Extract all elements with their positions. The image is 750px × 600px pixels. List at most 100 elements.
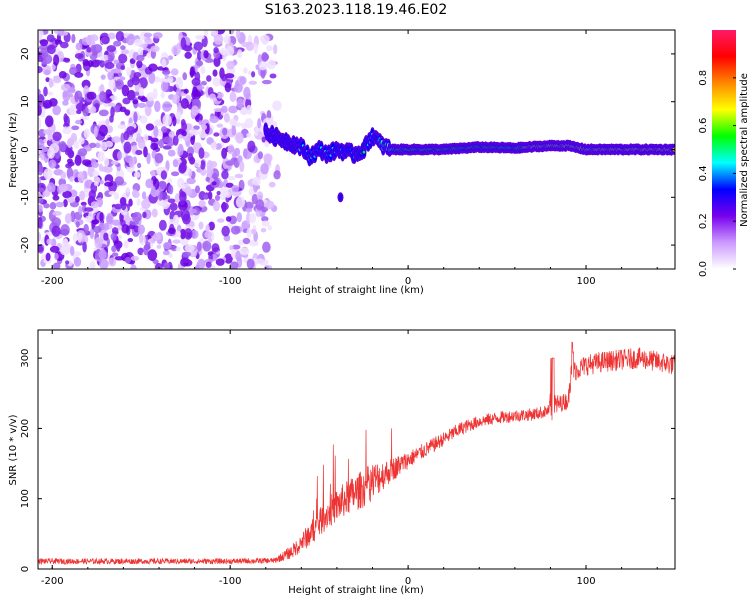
noise-cell: [74, 196, 80, 203]
noise-cell: [191, 77, 201, 86]
noise-cell: [151, 208, 158, 218]
noise-cell: [52, 195, 60, 201]
noise-cell: [194, 159, 202, 168]
noise-cell: [48, 77, 54, 88]
noise-cell: [107, 102, 116, 107]
noise-cell: [92, 170, 100, 177]
noise-cell: [221, 73, 227, 82]
noise-cell: [110, 106, 115, 118]
noise-cell: [229, 261, 239, 269]
noise-cell: [132, 211, 142, 222]
noise-cell: [268, 181, 276, 188]
noise-cell: [162, 101, 172, 112]
noise-cell: [51, 217, 62, 228]
noise-cell: [195, 262, 200, 269]
noise-cell: [74, 53, 84, 60]
noise-cell: [120, 199, 127, 211]
noise-cell: [212, 200, 220, 212]
noise-cell: [111, 245, 117, 253]
noise-cell: [146, 92, 155, 102]
noise-cell: [220, 202, 229, 211]
noise-cell: [153, 232, 162, 241]
noise-cell: [236, 98, 244, 109]
noise-cell: [75, 42, 83, 51]
colorbar-tick-label: 0.0: [698, 261, 709, 277]
noise-cell: [123, 141, 132, 154]
noise-cell: [237, 239, 244, 246]
noise-cell: [163, 136, 173, 144]
noise-cell: [103, 222, 110, 231]
noise-cell: [225, 160, 235, 166]
noise-cell: [223, 35, 231, 44]
noise-cell: [43, 86, 48, 97]
noise-cell: [132, 99, 139, 105]
noise-cell: [181, 258, 190, 264]
noise-cell: [77, 148, 88, 157]
colorbar-tick-label: 0.4: [698, 165, 709, 181]
noise-cell: [211, 181, 217, 186]
noise-cell: [65, 163, 72, 169]
noise-cell: [38, 245, 44, 253]
noise-cell: [200, 65, 206, 75]
snr-x-ticks: -200 -100 0 100: [41, 330, 658, 587]
noise-cell: [111, 219, 121, 226]
noise-cell: [200, 160, 206, 170]
noise-cell: [122, 97, 131, 105]
colorbar-tick-label: 0.6: [698, 118, 709, 134]
noise-cell: [150, 142, 159, 151]
noise-cell: [234, 147, 241, 157]
noise-region: [38, 30, 282, 269]
noise-cell: [52, 262, 61, 269]
noise-cell: [224, 82, 232, 93]
noise-cell: [160, 91, 165, 99]
noise-cell: [91, 219, 100, 225]
noise-cell: [38, 231, 42, 242]
noise-cell: [128, 198, 133, 207]
noise-cell: [222, 127, 228, 136]
noise-cell: [87, 59, 94, 68]
noise-cell: [245, 41, 255, 51]
noise-cell: [261, 216, 269, 222]
noise-cell: [175, 246, 181, 252]
noise-cell: [106, 45, 117, 53]
noise-cell: [246, 258, 255, 269]
noise-cell: [130, 264, 137, 269]
noise-cell: [138, 87, 144, 97]
noise-cell: [117, 72, 123, 78]
noise-cell: [216, 123, 224, 128]
noise-cell: [125, 215, 131, 227]
noise-cell: [163, 262, 170, 269]
noise-cell: [213, 132, 220, 137]
noise-cell: [263, 153, 273, 163]
snr-x-label: Height of straight line (km): [288, 585, 424, 596]
noise-cell: [43, 203, 50, 209]
noise-cell: [133, 171, 141, 178]
noise-cell: [110, 233, 117, 241]
spectrogram-x-ticks: -200 -100 0 100: [41, 30, 658, 287]
noise-cell: [39, 146, 49, 153]
noise-cell: [167, 227, 176, 235]
noise-cell: [251, 228, 257, 235]
noise-cell: [216, 91, 224, 99]
noise-cell: [162, 241, 172, 250]
noise-cell: [142, 211, 147, 219]
noise-cell: [239, 160, 245, 173]
noise-cell: [144, 37, 152, 44]
noise-cell: [251, 71, 256, 78]
noise-cell: [104, 140, 114, 148]
noise-cell: [235, 131, 244, 144]
noise-cell: [38, 65, 43, 74]
noise-cell: [181, 251, 192, 257]
noise-cell: [44, 69, 51, 76]
x-tick-label: -200: [41, 576, 64, 587]
noise-cell: [43, 168, 53, 180]
noise-cell: [176, 102, 182, 111]
noise-cell: [59, 183, 68, 193]
y-tick-label: 20: [20, 48, 31, 61]
noise-cell: [132, 190, 140, 199]
noise-cell: [67, 137, 75, 147]
noise-cell: [231, 244, 241, 250]
noise-cell: [244, 201, 254, 210]
noise-cell: [63, 58, 71, 63]
noise-cell: [111, 68, 121, 74]
